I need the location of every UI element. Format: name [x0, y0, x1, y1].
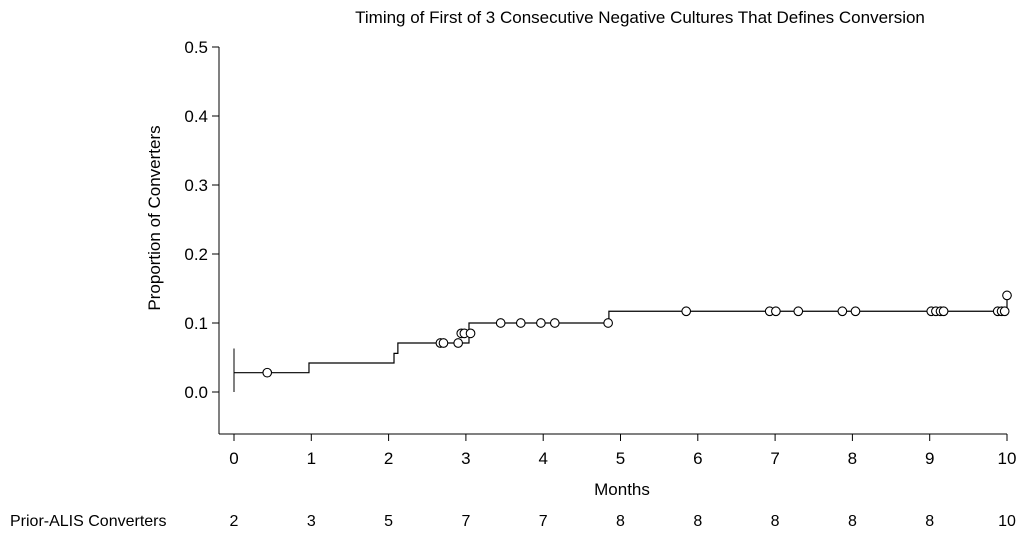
risk-value: 8 [925, 513, 934, 530]
risk-table-label: Prior-ALIS Converters [10, 513, 167, 530]
y-tick-label: 0.1 [184, 314, 208, 333]
axes: 0.5 0.4 0.3 0.2 0.1 0.0 0 1 2 3 4 5 6 7 8 9 10 [184, 38, 1016, 468]
censor-point [681, 306, 692, 317]
y-tick-label: 0.4 [184, 107, 208, 126]
x-tick-label: 0 [229, 449, 238, 468]
km-series [233, 295, 1008, 392]
risk-value: 8 [771, 513, 780, 530]
risk-value: 2 [230, 513, 239, 530]
censor-point [549, 318, 560, 328]
censor-point [515, 318, 526, 328]
x-tick-label: 6 [693, 449, 702, 468]
censor-marks [262, 290, 1012, 378]
risk-value: 8 [693, 513, 702, 530]
x-tick-label: 3 [461, 449, 470, 468]
y-tick-label: 0.0 [184, 383, 208, 402]
x-tick-label: 1 [307, 449, 316, 468]
y-axis-label: Proportion of Converters [145, 125, 164, 310]
risk-value: 7 [539, 513, 548, 530]
risk-value: 7 [461, 513, 470, 530]
x-tick-label: 9 [925, 449, 934, 468]
censor-point [771, 306, 781, 317]
censor-point [1002, 290, 1012, 301]
risk-value: 8 [848, 513, 857, 530]
y-tick-label: 0.3 [184, 176, 208, 195]
km-step-line [234, 295, 1008, 374]
censor-point [465, 328, 476, 339]
x-tick-label: 2 [384, 449, 393, 468]
censor-point [850, 306, 861, 317]
x-tick-label: 5 [616, 449, 625, 468]
censor-point [999, 306, 1010, 317]
censor-point [536, 318, 546, 328]
y-tick-label: 0.5 [184, 38, 208, 57]
chart-title: Timing of First of 3 Consecutive Negativ… [355, 8, 925, 27]
risk-table-values: 2 3 5 7 7 8 8 8 8 8 10 [230, 513, 1016, 530]
x-tick-label: 7 [770, 449, 779, 468]
censor-point [603, 318, 613, 328]
censor-point [938, 306, 949, 317]
y-tick-label: 0.2 [184, 245, 208, 264]
censor-point [495, 318, 506, 328]
censor-point [837, 306, 848, 317]
x-tick-label: 4 [538, 449, 547, 468]
x-tick-label: 10 [998, 449, 1017, 468]
censor-point [262, 367, 273, 378]
censor-point [453, 338, 464, 348]
x-axis-label: Months [594, 480, 650, 499]
risk-value: 10 [998, 513, 1016, 530]
x-tick-label: 8 [848, 449, 857, 468]
risk-value: 5 [384, 513, 393, 530]
risk-value: 3 [307, 513, 316, 530]
censor-point [793, 306, 804, 317]
risk-value: 8 [616, 513, 625, 530]
censor-point [438, 338, 449, 348]
